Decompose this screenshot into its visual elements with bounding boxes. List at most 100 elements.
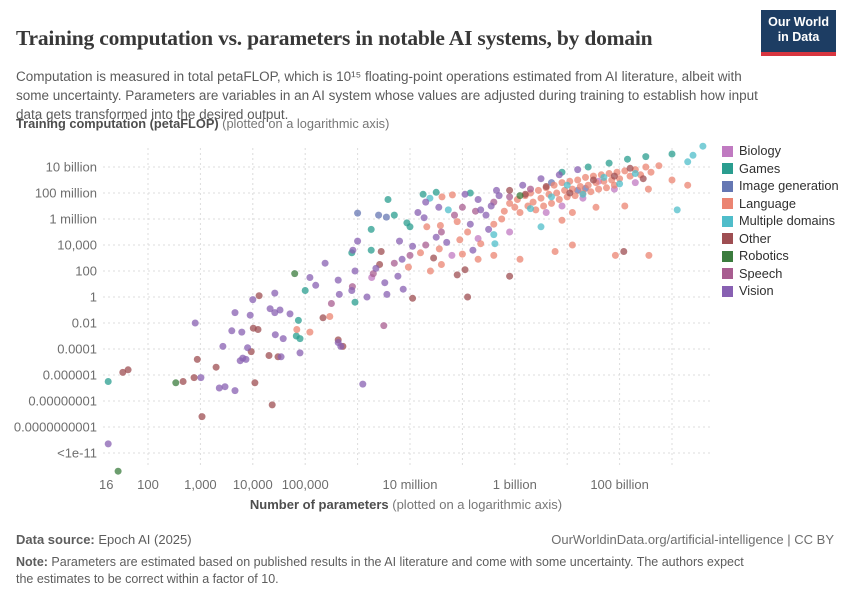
scatter-point[interactable] [422,241,430,249]
scatter-point[interactable] [482,211,490,219]
scatter-point[interactable] [367,246,375,254]
scatter-point[interactable] [382,213,390,221]
scatter-point[interactable] [423,223,431,231]
scatter-point[interactable] [474,196,482,203]
scatter-point[interactable] [367,225,375,233]
attribution-link[interactable]: OurWorldinData.org/artificial-intelligen… [551,532,834,547]
scatter-point[interactable] [238,328,246,336]
scatter-point[interactable] [377,248,385,255]
scatter-point[interactable] [319,314,327,322]
scatter-point[interactable] [354,209,362,217]
scatter-point[interactable] [684,158,692,166]
scatter-point[interactable] [566,189,574,197]
scatter-point[interactable] [555,196,563,203]
scatter-point[interactable] [551,248,559,255]
scatter-point[interactable] [215,384,223,392]
owid-logo[interactable]: Our World in Data [761,10,836,56]
scatter-point[interactable] [571,192,579,200]
scatter-point[interactable] [511,203,519,211]
scatter-point[interactable] [104,440,112,448]
scatter-point[interactable] [383,290,391,298]
scatter-point[interactable] [279,335,287,343]
scatter-point[interactable] [293,326,301,333]
scatter-point[interactable] [399,285,407,293]
scatter-point[interactable] [461,190,469,198]
scatter-point[interactable] [506,272,514,280]
scatter-point[interactable] [519,181,527,189]
scatter-point[interactable] [624,155,631,163]
scatter-point[interactable] [587,188,595,196]
scatter-point[interactable] [419,190,427,198]
scatter-point[interactable] [477,206,485,214]
scatter-point[interactable] [326,313,334,320]
scatter-point[interactable] [348,287,356,294]
scatter-point[interactable] [592,203,600,211]
scatter-point[interactable] [335,290,343,298]
scatter-point[interactable] [390,211,398,219]
scatter-point[interactable] [584,163,592,171]
scatter-point[interactable] [349,246,357,254]
scatter-point[interactable] [271,289,279,297]
scatter-point[interactable] [191,319,199,327]
scatter-point[interactable] [498,215,506,223]
scatter-point[interactable] [631,179,639,187]
scatter-point[interactable] [212,363,220,371]
scatter-point[interactable] [668,150,676,158]
scatter-point[interactable] [255,292,263,300]
scatter-point[interactable] [558,216,566,224]
legend-item-robotics[interactable]: Robotics [722,249,839,263]
scatter-point[interactable] [574,166,582,174]
scatter-point[interactable] [294,316,302,324]
scatter-point[interactable] [124,366,132,374]
scatter-point[interactable] [265,352,273,359]
scatter-point[interactable] [448,251,456,259]
scatter-point[interactable] [119,368,127,376]
legend-item-other[interactable]: Other [722,232,839,246]
scatter-point[interactable] [114,467,122,475]
scatter-point[interactable] [458,203,466,211]
scatter-point[interactable] [363,293,371,301]
scatter-point[interactable] [631,170,639,177]
scatter-point[interactable] [406,223,414,231]
scatter-point[interactable] [435,245,443,253]
scatter-point[interactable] [359,380,367,388]
scatter-point[interactable] [228,327,236,335]
scatter-point[interactable] [603,184,610,192]
scatter-point[interactable] [369,270,377,278]
scatter-point[interactable] [414,209,422,216]
scatter-point[interactable] [469,246,477,254]
scatter-point[interactable] [466,189,474,197]
scatter-point[interactable] [451,211,458,219]
scatter-point[interactable] [684,181,692,189]
scatter-point[interactable] [438,193,446,201]
scatter-point[interactable] [642,153,650,161]
scatter-point[interactable] [626,172,634,180]
scatter-point[interactable] [422,198,430,206]
scatter-point[interactable] [537,223,545,231]
scatter-point[interactable] [286,310,294,318]
scatter-point[interactable] [621,202,629,210]
scatter-point[interactable] [616,180,624,188]
scatter-point[interactable] [605,170,613,177]
legend-item-games[interactable]: Games [722,162,839,176]
scatter-point[interactable] [490,220,498,228]
scatter-point[interactable] [576,183,584,190]
scatter-point[interactable] [231,387,239,395]
scatter-point[interactable] [231,309,239,317]
scatter-point[interactable] [516,255,524,263]
scatter-point[interactable] [198,413,206,421]
scatter-point[interactable] [616,175,624,183]
scatter-point[interactable] [334,276,342,284]
scatter-point[interactable] [490,231,498,239]
scatter-point[interactable] [375,211,383,219]
scatter-point[interactable] [251,379,259,387]
scatter-point[interactable] [277,353,285,361]
scatter-point[interactable] [406,251,414,259]
scatter-point[interactable] [219,342,227,350]
scatter-point[interactable] [453,271,461,279]
scatter-point[interactable] [197,374,205,382]
scatter-point[interactable] [534,186,542,194]
scatter-point[interactable] [417,249,424,257]
scatter-point[interactable] [306,328,314,336]
scatter-point[interactable] [699,142,707,150]
